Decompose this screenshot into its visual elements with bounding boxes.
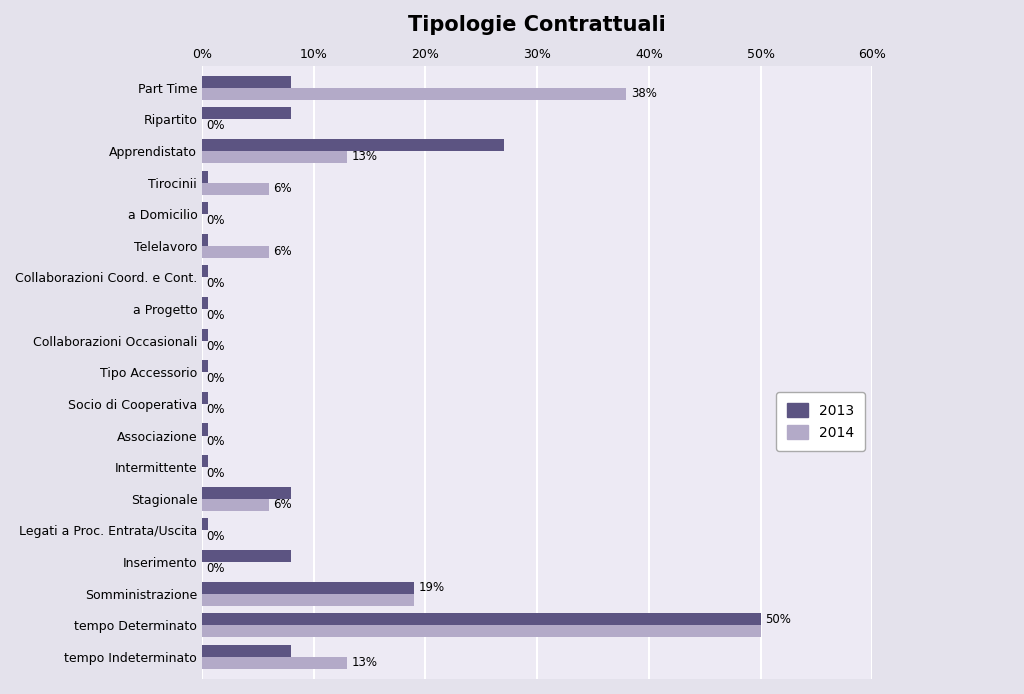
Bar [202,151,347,163]
Bar [202,76,292,87]
Legend: 2013, 2014: 2013, 2014 [776,392,865,450]
Text: 0%: 0% [207,277,225,290]
Bar [202,625,761,637]
Bar [202,645,292,657]
Title: Tipologie Contrattuali: Tipologie Contrattuali [409,15,666,35]
Text: 0%: 0% [207,214,225,227]
Text: 6%: 6% [273,245,292,258]
Bar [202,550,292,562]
Bar [202,87,627,100]
Bar [202,613,761,625]
Text: 6%: 6% [273,182,292,195]
Bar [202,246,269,257]
Text: 38%: 38% [631,87,656,100]
Text: 0%: 0% [207,340,225,353]
Text: 6%: 6% [273,498,292,511]
Text: 13%: 13% [352,657,378,670]
Bar [202,139,504,151]
Text: 0%: 0% [207,309,225,321]
Bar [202,234,208,246]
Bar [202,486,292,499]
Bar [202,392,208,404]
Bar [202,582,415,593]
Bar [202,297,208,309]
Text: 0%: 0% [207,372,225,384]
Bar [202,499,269,511]
Bar [202,593,415,606]
Bar [202,265,208,278]
Bar [202,108,292,119]
Bar [202,423,208,436]
Text: 50%: 50% [765,613,791,626]
Text: 0%: 0% [207,530,225,543]
Bar [202,171,208,183]
Bar [202,183,269,194]
Bar [202,329,208,341]
Text: 13%: 13% [352,151,378,163]
Bar [202,360,208,372]
Text: 0%: 0% [207,466,225,480]
Bar [202,202,208,214]
Bar [202,518,208,530]
Text: 0%: 0% [207,403,225,416]
Text: 0%: 0% [207,119,225,132]
Text: 0%: 0% [207,561,225,575]
Bar [202,455,208,467]
Bar [202,657,347,669]
Text: 19%: 19% [419,581,444,594]
Text: 0%: 0% [207,435,225,448]
